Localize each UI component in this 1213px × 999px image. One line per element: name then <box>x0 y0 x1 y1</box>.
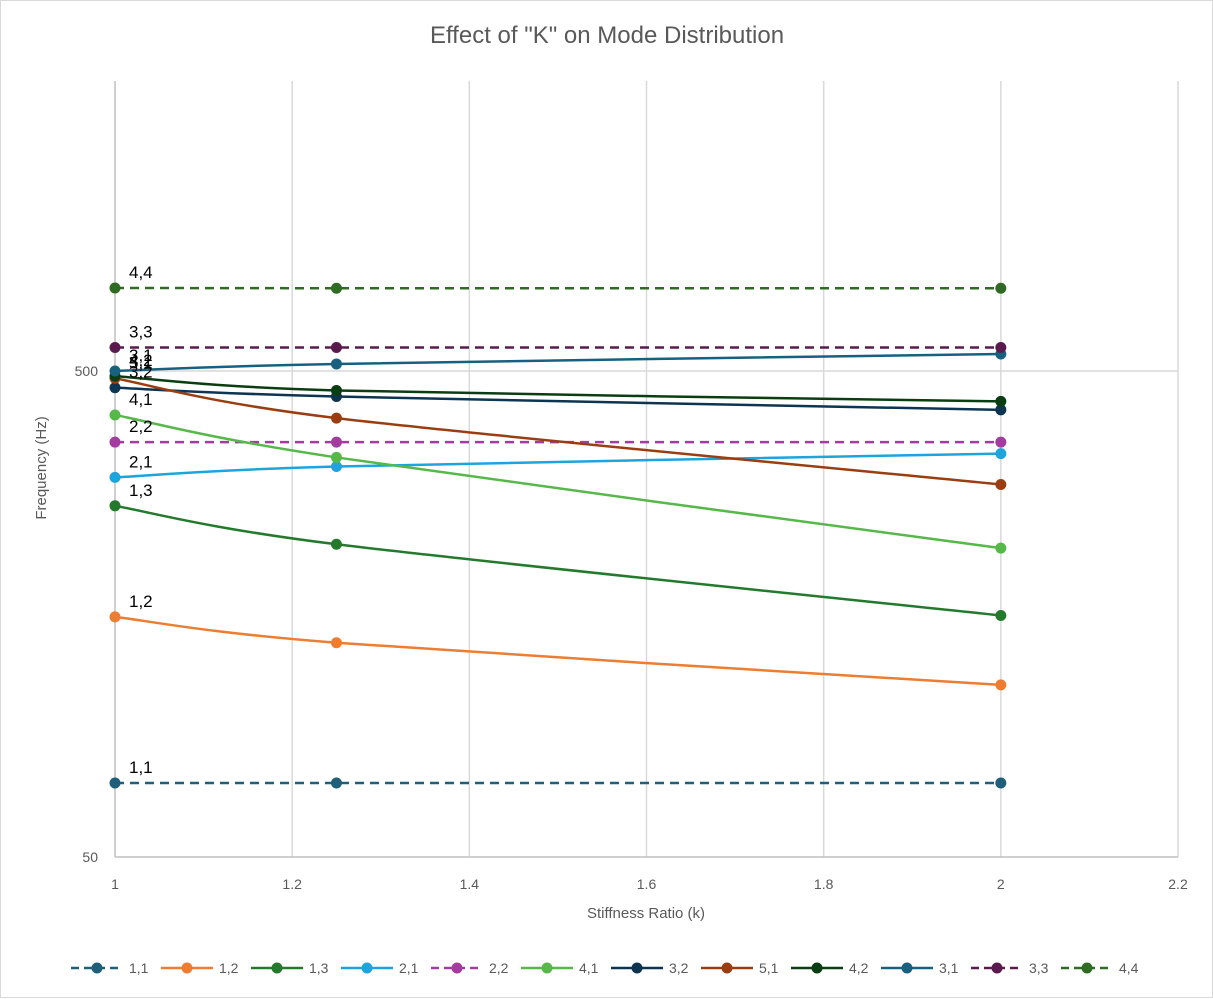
legend-label: 3,1 <box>939 960 959 976</box>
legend-label: 1,3 <box>309 960 329 976</box>
data-point <box>995 437 1006 448</box>
data-point <box>110 777 121 788</box>
data-point <box>110 437 121 448</box>
data-point <box>331 358 342 369</box>
x-tick-label: 1.6 <box>637 876 657 892</box>
legend-label: 5,1 <box>759 960 779 976</box>
y-tick-label: 50 <box>82 849 98 865</box>
data-label: 4,4 <box>129 263 153 282</box>
series-line-4-1 <box>115 415 1001 548</box>
legend-marker <box>902 963 913 974</box>
data-label: 2,1 <box>129 452 153 471</box>
legend-marker <box>92 963 103 974</box>
data-point <box>331 413 342 424</box>
data-point <box>995 543 1006 554</box>
series-line-1-3 <box>115 506 1001 616</box>
x-tick-label: 1.2 <box>282 876 302 892</box>
data-point <box>331 539 342 550</box>
data-label: 3,3 <box>129 322 153 341</box>
legend-marker <box>272 963 283 974</box>
legend-label: 3,3 <box>1029 960 1049 976</box>
x-tick-label: 2 <box>997 876 1005 892</box>
x-tick-label: 1.4 <box>460 876 480 892</box>
data-point <box>995 283 1006 294</box>
legend-marker <box>722 963 733 974</box>
legend-marker <box>1082 963 1093 974</box>
series-line-2-1 <box>115 454 1001 478</box>
data-point <box>110 366 121 377</box>
data-point <box>331 437 342 448</box>
data-point <box>995 479 1006 490</box>
legend-label: 1,1 <box>129 960 149 976</box>
legend-label: 2,2 <box>489 960 509 976</box>
series-layer <box>110 282 1007 788</box>
data-label: 4,1 <box>129 390 153 409</box>
data-point <box>331 342 342 353</box>
legend-label: 4,1 <box>579 960 599 976</box>
legend-label: 4,4 <box>1119 960 1139 976</box>
data-point <box>110 382 121 393</box>
legend-marker <box>992 963 1003 974</box>
data-point <box>331 637 342 648</box>
data-point <box>110 282 121 293</box>
series-line-3-1 <box>115 354 1001 371</box>
legend-marker <box>452 963 463 974</box>
data-point <box>331 283 342 294</box>
data-point <box>995 679 1006 690</box>
data-point <box>110 409 121 420</box>
data-point <box>995 777 1006 788</box>
legend-marker <box>182 963 193 974</box>
data-point <box>995 342 1006 353</box>
data-label: 1,2 <box>129 592 153 611</box>
x-tick-label: 1 <box>111 876 119 892</box>
series-line-4-2 <box>115 376 1001 401</box>
data-point <box>110 472 121 483</box>
data-point <box>110 500 121 511</box>
x-tick-label: 1.8 <box>814 876 834 892</box>
data-label: 1,1 <box>129 758 153 777</box>
legend: 1,1 1,2 1,3 2,1 2,2 4,1 3,2 5,1 4,2 3,1 3,3 4,4 <box>71 960 1139 976</box>
legend-marker <box>362 963 373 974</box>
data-label: 1,3 <box>129 481 153 500</box>
x-axis-title: Stiffness Ratio (k) <box>587 905 705 922</box>
data-point <box>110 611 121 622</box>
chart-title: Effect of "K" on Mode Distribution <box>430 22 784 49</box>
data-point <box>995 610 1006 621</box>
data-label: 3,1 <box>129 346 153 365</box>
data-point <box>110 342 121 353</box>
legend-label: 1,2 <box>219 960 239 976</box>
legend-label: 3,2 <box>669 960 689 976</box>
data-point <box>331 777 342 788</box>
legend-marker <box>542 963 553 974</box>
series-line-1-2 <box>115 617 1001 685</box>
data-point <box>995 396 1006 407</box>
y-axis-title: Frequency (Hz) <box>33 416 50 519</box>
legend-label: 4,2 <box>849 960 869 976</box>
legend-marker <box>632 963 643 974</box>
axes: 1 1.2 1.4 1.6 1.8 2 2.2 50 500 <box>75 81 1188 892</box>
data-labels: 1,11,21,32,12,24,13,25,14,23,13,34,4 <box>129 263 153 777</box>
data-point <box>331 385 342 396</box>
x-tick-label: 2.2 <box>1168 876 1188 892</box>
data-point <box>995 448 1006 459</box>
y-tick-label: 500 <box>75 363 99 379</box>
legend-label: 2,1 <box>399 960 419 976</box>
data-label: 2,2 <box>129 417 153 436</box>
data-point <box>331 452 342 463</box>
legend-marker <box>812 963 823 974</box>
